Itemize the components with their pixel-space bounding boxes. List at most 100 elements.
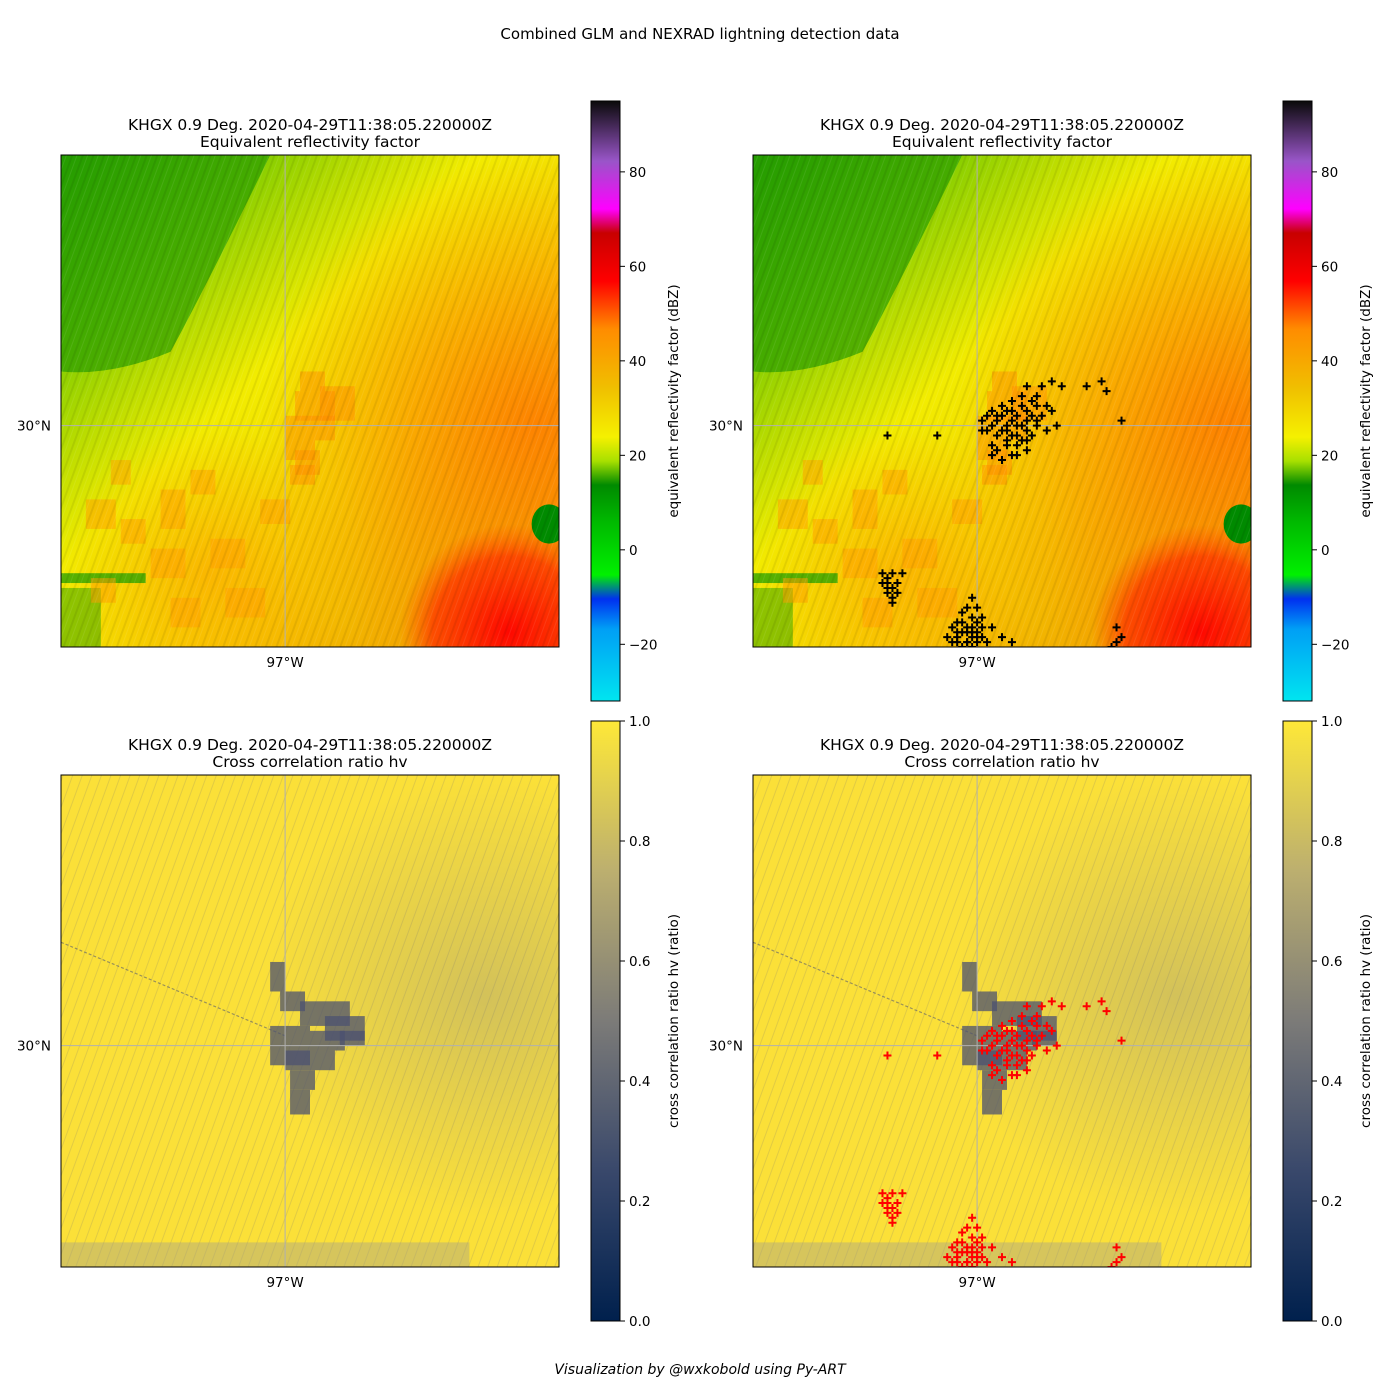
lightning-marker [898, 569, 907, 578]
lightning-marker [973, 633, 982, 642]
lightning-marker [1012, 411, 1021, 420]
lightning-marker [978, 1046, 987, 1055]
lightning-marker [963, 1223, 972, 1232]
lightning-marker [998, 1021, 1006, 1030]
lightning-marker [1027, 1051, 1036, 1060]
lightning-marker [1017, 401, 1026, 410]
lightning-marker [978, 613, 987, 622]
colorbar-tick-label: 0.4 [629, 1074, 650, 1090]
lightning-marker [1047, 1026, 1056, 1035]
lightning-marker [1007, 638, 1016, 647]
lightning-marker [1012, 1031, 1021, 1040]
lightning-marker [878, 579, 887, 588]
lightning-marker [968, 593, 977, 602]
lightning-marker [968, 1263, 977, 1267]
colorbar-tick-label: 80 [1321, 165, 1338, 181]
lightning-marker [1037, 382, 1046, 391]
colorbar-tick-label: −20 [629, 637, 658, 653]
reflectivity-texture [753, 155, 1251, 647]
panel-title: KHGX 0.9 Deg. 2020-04-29T11:38:05.220000… [820, 116, 1184, 134]
lightning-marker [993, 411, 1002, 420]
lightning-marker [968, 1233, 977, 1242]
lightning-marker [998, 456, 1006, 465]
lightning-marker [1032, 416, 1041, 425]
lightning-marker [983, 411, 992, 420]
correlation-cell [290, 1089, 310, 1115]
lightning-marker [1042, 401, 1051, 410]
lightning-marker [1027, 1031, 1036, 1040]
lightning-marker [988, 421, 997, 430]
lightning-marker [893, 1199, 902, 1208]
lightning-marker [1102, 387, 1111, 396]
colorbar-tick-label: 80 [629, 165, 646, 181]
lightning-marker [978, 1036, 987, 1045]
lightning-marker [943, 1253, 952, 1262]
lightning-marker [1012, 441, 1021, 450]
lightning-marker [1022, 1046, 1031, 1055]
lightning-marker [1022, 1036, 1031, 1045]
lightning-marker [1032, 1036, 1041, 1045]
lightning-marker [893, 579, 902, 588]
lightning-marker [953, 628, 962, 637]
lightning-marker [1022, 406, 1031, 415]
lightning-marker [978, 426, 987, 435]
lightning-marker [1007, 1051, 1016, 1060]
lightning-marker [1022, 426, 1031, 435]
lightning-marker [1082, 1002, 1091, 1011]
colorbar-label: equivalent reflectivity factor (dBZ) [666, 284, 682, 517]
lightning-marker [1007, 1036, 1016, 1045]
lightning-marker [1032, 401, 1041, 410]
lightning-marker [998, 633, 1006, 642]
lightning-marker [933, 431, 942, 440]
x-tick-label: 97°W [266, 655, 303, 671]
lightning-marker [998, 401, 1006, 410]
lightning-marker [983, 638, 992, 647]
lightning-marker [1047, 377, 1056, 386]
lightning-marker [973, 1253, 982, 1262]
lightning-marker [1017, 1021, 1026, 1030]
panel-subtitle: Equivalent reflectivity factor [200, 133, 421, 151]
colorbar-tick-label: 0 [629, 543, 638, 559]
colorbar-tick-label: 0.6 [1321, 954, 1342, 970]
colorbar-tick-label: 20 [1321, 448, 1338, 464]
lightning-marker [1037, 411, 1046, 420]
panel-title: KHGX 0.9 Deg. 2020-04-29T11:38:05.220000… [820, 736, 1184, 754]
correlation-cell [962, 961, 978, 992]
axes-frame [60, 774, 560, 1268]
reflectivity-texture [61, 155, 559, 647]
plot-area [61, 775, 559, 1267]
lightning-marker [973, 603, 982, 612]
lightning-marker [998, 1046, 1006, 1055]
correlation-lower-band [61, 1242, 470, 1267]
lightning-marker [1002, 441, 1011, 450]
colorbar-tick-label: 40 [629, 354, 646, 370]
correlation-cell [270, 961, 286, 992]
lightning-marker [1022, 382, 1031, 391]
panel-subtitle: Cross correlation ratio hv [904, 753, 1099, 771]
lightning-marker [1027, 411, 1036, 420]
lightning-marker [1112, 623, 1121, 632]
lightning-marker [1097, 997, 1106, 1006]
lightning-marker [1022, 446, 1031, 455]
lightning-marker [993, 1066, 1002, 1075]
lightning-marker [998, 1076, 1006, 1085]
chart-panel-2: KHGX 0.9 Deg. 2020-04-29T11:38:05.220000… [709, 100, 1374, 702]
x-tick-label: 97°W [958, 655, 995, 671]
lightning-marker [968, 1213, 977, 1222]
lightning-marker [968, 643, 977, 647]
lightning-marker [983, 1258, 992, 1267]
lightning-marker [958, 1228, 967, 1237]
correlation-cell [1031, 1030, 1057, 1046]
lightning-marker [1022, 416, 1031, 425]
lightning-marker [888, 569, 897, 578]
lightning-marker [948, 1258, 957, 1267]
panel-subtitle: Cross correlation ratio hv [212, 753, 407, 771]
colorbar-tick-label: 0.6 [629, 954, 650, 970]
lightning-marker [1007, 397, 1016, 405]
colorbar-tick-label: 0.0 [629, 1314, 650, 1330]
correlation-radial-artifact [753, 941, 978, 1037]
lightning-marker [978, 416, 987, 425]
lightning-marker [1007, 416, 1016, 425]
lightning-marker [1007, 1017, 1016, 1025]
colorbar-tick-label: 40 [1321, 354, 1338, 370]
